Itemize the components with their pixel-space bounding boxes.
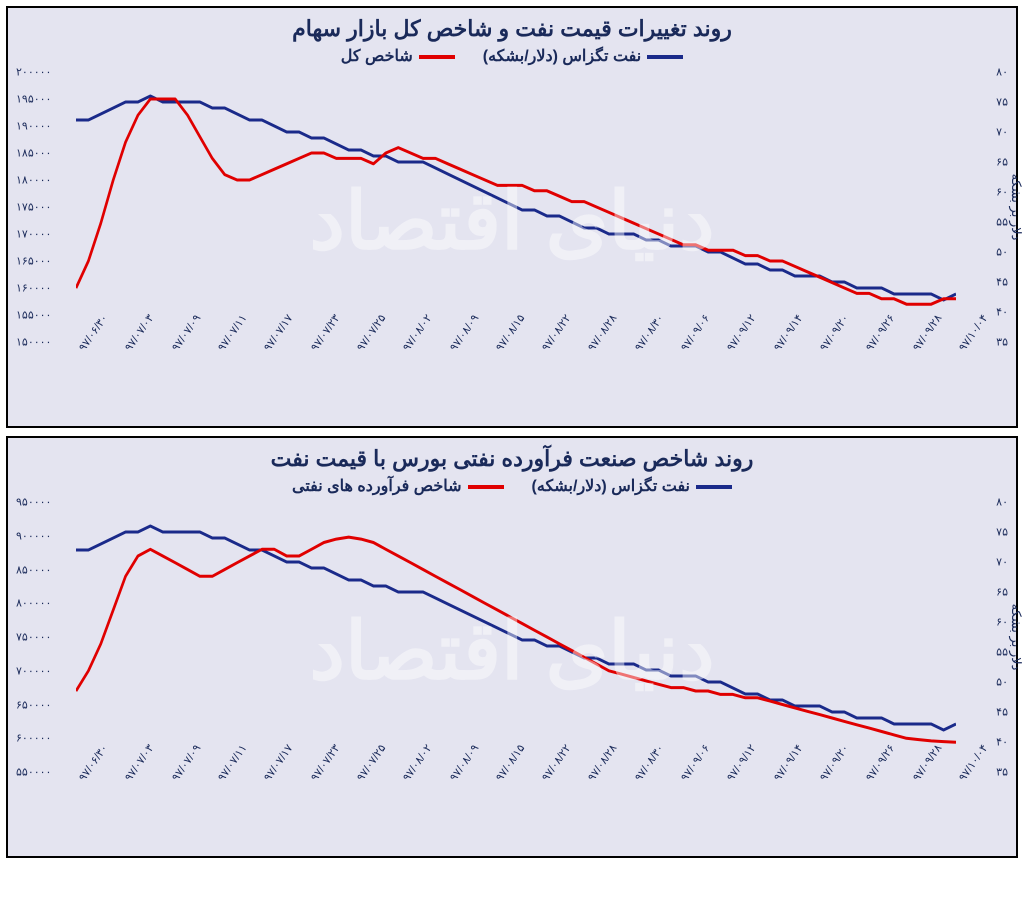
legend-swatch bbox=[696, 485, 732, 489]
legend-item: نفت تگزاس (دلار/بشکه) bbox=[483, 46, 683, 66]
y-axis-left: ۱۵۰۰۰۰۱۵۵۰۰۰۱۶۰۰۰۰۱۶۵۰۰۰۱۷۰۰۰۰۱۷۵۰۰۰۱۸۰۰… bbox=[14, 72, 74, 342]
y-tick-right: ۶۰ bbox=[996, 186, 1008, 199]
y-tick-right: ۸۰ bbox=[996, 66, 1008, 79]
chart-title: روند تغییرات قیمت نفت و شاخص کل بازار سه… bbox=[14, 16, 1010, 42]
legend: نفت تگزاس (دلار/بشکه) شاخص فرآورده های نف… bbox=[14, 476, 1010, 496]
y-tick-left: ۱۶۰۰۰۰ bbox=[16, 282, 51, 295]
y-tick-right: ۷۰ bbox=[996, 126, 1008, 139]
y-tick-left: ۶۵۰۰۰۰ bbox=[16, 698, 51, 711]
y-tick-left: ۱۹۰۰۰۰ bbox=[16, 120, 51, 133]
y-axis-right-label: دلار بر بشکه bbox=[1009, 174, 1024, 241]
y-tick-left: ۷۵۰۰۰۰ bbox=[16, 631, 51, 644]
legend-item: شاخص فرآورده های نفتی bbox=[292, 476, 504, 496]
legend-label: شاخص فرآورده های نفتی bbox=[292, 478, 462, 495]
y-tick-right: ۶۵ bbox=[996, 586, 1008, 599]
y-tick-left: ۵۵۰۰۰۰ bbox=[16, 766, 51, 779]
legend-label: نفت تگزاس (دلار/بشکه) bbox=[483, 48, 641, 65]
y-tick-left: ۹۵۰۰۰۰ bbox=[16, 496, 51, 509]
legend-label: نفت تگزاس (دلار/بشکه) bbox=[532, 478, 690, 495]
x-axis: ۹۷/۰۶/۳۰۹۷/۰۷/۰۳۹۷/۰۷/۰۹۹۷/۰۷/۱۱۹۷/۰۷/۱۷… bbox=[76, 342, 956, 422]
y-tick-left: ۸۰۰۰۰۰ bbox=[16, 597, 51, 610]
y-tick-left: ۱۸۰۰۰۰ bbox=[16, 174, 51, 187]
y-axis-right: ۳۵۴۰۴۵۵۰۵۵۶۰۶۵۷۰۷۵۸۰دلار بر بشکه bbox=[974, 502, 1010, 772]
chart-title: روند شاخص صنعت فرآورده نفتی بورس با قیمت… bbox=[14, 446, 1010, 472]
x-axis: ۹۷/۰۶/۳۰۹۷/۰۷/۰۳۹۷/۰۷/۰۹۹۷/۰۷/۱۱۹۷/۰۷/۱۷… bbox=[76, 772, 956, 852]
plot-area: ۱۵۰۰۰۰۱۵۵۰۰۰۱۶۰۰۰۰۱۶۵۰۰۰۱۷۰۰۰۰۱۷۵۰۰۰۱۸۰۰… bbox=[14, 72, 1010, 342]
plot bbox=[76, 502, 956, 772]
y-tick-left: ۲۰۰۰۰۰ bbox=[16, 66, 51, 79]
y-axis-right-label: دلار بر بشکه bbox=[1009, 604, 1024, 671]
series-line-1 bbox=[76, 99, 956, 304]
legend-item: نفت تگزاس (دلار/بشکه) bbox=[532, 476, 732, 496]
y-axis-right: ۳۵۴۰۴۵۵۰۵۵۶۰۶۵۷۰۷۵۸۰دلار بر بشکه bbox=[974, 72, 1010, 342]
legend-item: شاخص کل bbox=[341, 46, 455, 66]
y-tick-right: ۵۰ bbox=[996, 676, 1008, 689]
y-tick-right: ۷۵ bbox=[996, 526, 1008, 539]
y-tick-right: ۴۰ bbox=[996, 736, 1008, 749]
y-tick-left: ۶۰۰۰۰۰ bbox=[16, 732, 51, 745]
y-tick-right: ۳۵ bbox=[996, 766, 1008, 779]
y-tick-right: ۵۵ bbox=[996, 216, 1008, 229]
plot-area: ۵۵۰۰۰۰۶۰۰۰۰۰۶۵۰۰۰۰۷۰۰۰۰۰۷۵۰۰۰۰۸۰۰۰۰۰۸۵۰۰… bbox=[14, 502, 1010, 772]
y-tick-right: ۴۵ bbox=[996, 276, 1008, 289]
legend: نفت تگزاس (دلار/بشکه) شاخص کل bbox=[14, 46, 1010, 66]
y-tick-right: ۳۵ bbox=[996, 336, 1008, 349]
y-tick-left: ۱۹۵۰۰۰ bbox=[16, 93, 51, 106]
y-axis-left: ۵۵۰۰۰۰۶۰۰۰۰۰۶۵۰۰۰۰۷۰۰۰۰۰۷۵۰۰۰۰۸۰۰۰۰۰۸۵۰۰… bbox=[14, 502, 74, 772]
chart-panel-0: روند تغییرات قیمت نفت و شاخص کل بازار سه… bbox=[6, 6, 1018, 428]
y-tick-left: ۱۶۵۰۰۰ bbox=[16, 255, 51, 268]
y-tick-right: ۴۵ bbox=[996, 706, 1008, 719]
chart-panel-1: روند شاخص صنعت فرآورده نفتی بورس با قیمت… bbox=[6, 436, 1018, 858]
y-tick-right: ۶۵ bbox=[996, 156, 1008, 169]
y-tick-left: ۷۰۰۰۰۰ bbox=[16, 664, 51, 677]
y-tick-right: ۷۰ bbox=[996, 556, 1008, 569]
plot bbox=[76, 72, 956, 342]
y-tick-left: ۱۵۵۰۰۰ bbox=[16, 309, 51, 322]
y-tick-right: ۷۵ bbox=[996, 96, 1008, 109]
y-tick-left: ۹۰۰۰۰۰ bbox=[16, 529, 51, 542]
legend-swatch bbox=[419, 55, 455, 59]
legend-label: شاخص کل bbox=[341, 48, 413, 65]
series-line-0 bbox=[76, 526, 956, 730]
series-line-1 bbox=[76, 537, 956, 742]
y-tick-right: ۵۰ bbox=[996, 246, 1008, 259]
y-tick-right: ۵۵ bbox=[996, 646, 1008, 659]
y-tick-left: ۸۵۰۰۰۰ bbox=[16, 563, 51, 576]
legend-swatch bbox=[647, 55, 683, 59]
y-tick-left: ۱۷۰۰۰۰ bbox=[16, 228, 51, 241]
y-tick-left: ۱۵۰۰۰۰ bbox=[16, 336, 51, 349]
series-line-0 bbox=[76, 96, 956, 300]
y-tick-right: ۸۰ bbox=[996, 496, 1008, 509]
y-tick-right: ۶۰ bbox=[996, 616, 1008, 629]
y-tick-left: ۱۷۵۰۰۰ bbox=[16, 201, 51, 214]
y-tick-right: ۴۰ bbox=[996, 306, 1008, 319]
y-tick-left: ۱۸۵۰۰۰ bbox=[16, 147, 51, 160]
legend-swatch bbox=[468, 485, 504, 489]
